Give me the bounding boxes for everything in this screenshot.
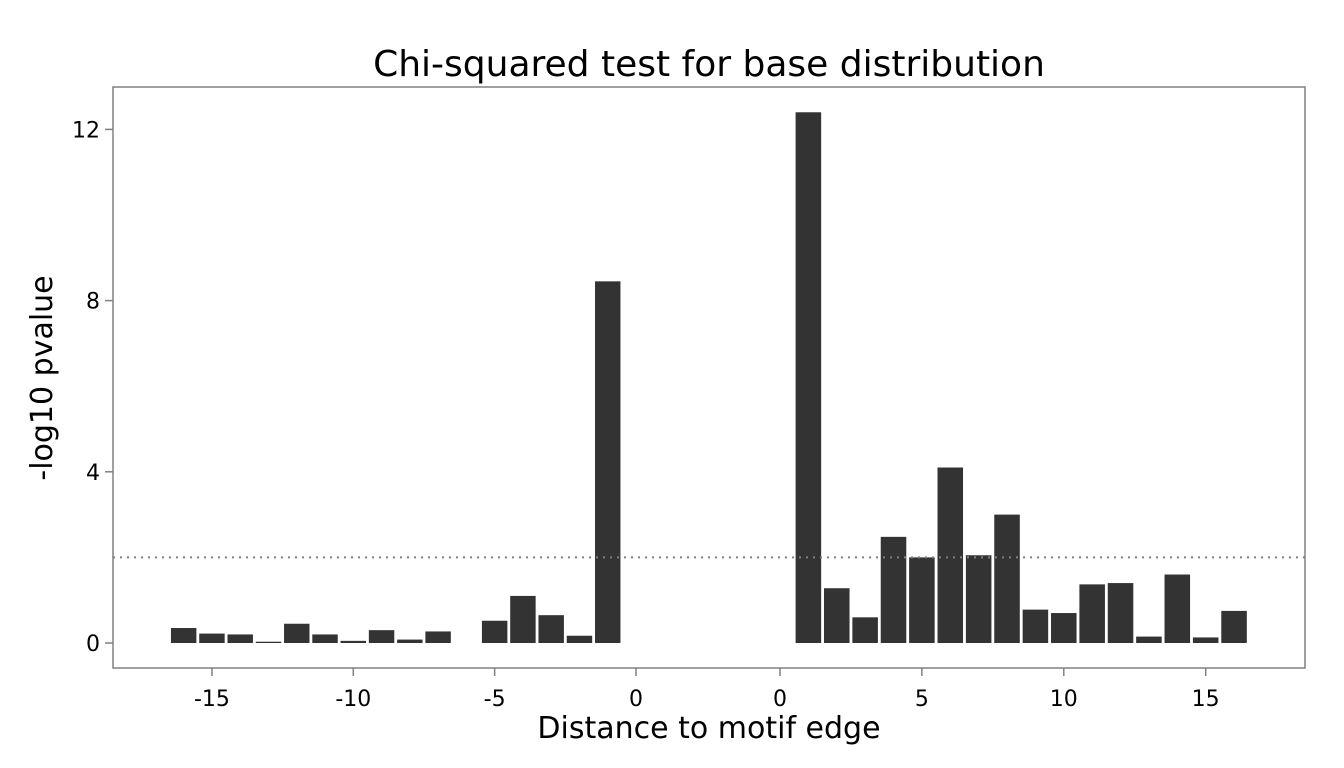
y-axis-title: -log10 pvalue bbox=[25, 275, 60, 480]
bar bbox=[538, 615, 564, 643]
bar bbox=[397, 639, 423, 643]
bar bbox=[965, 555, 992, 643]
bar bbox=[368, 630, 395, 643]
bar bbox=[1022, 609, 1049, 643]
y-tick-label: 12 bbox=[72, 118, 100, 143]
chart-title: Chi-squared test for base distribution bbox=[373, 44, 1045, 85]
bar bbox=[170, 628, 197, 643]
x-tick-label: 0 bbox=[629, 687, 643, 712]
x-tick-label: -15 bbox=[194, 687, 230, 712]
bar bbox=[227, 634, 253, 643]
y-tick-label: 8 bbox=[86, 290, 100, 315]
x-tick-label: 15 bbox=[1192, 687, 1220, 712]
bar bbox=[1221, 610, 1247, 643]
y-tick-label: 0 bbox=[86, 632, 100, 657]
bar bbox=[481, 620, 508, 643]
bars bbox=[170, 112, 1247, 643]
bar bbox=[994, 514, 1020, 643]
bar bbox=[880, 536, 907, 643]
bar bbox=[1136, 636, 1162, 643]
bar bbox=[199, 633, 225, 643]
bar bbox=[566, 635, 593, 643]
plot-panel bbox=[112, 86, 1306, 669]
x-tick-label: 0 bbox=[773, 687, 787, 712]
bar bbox=[340, 640, 367, 643]
bar bbox=[795, 112, 822, 643]
bar bbox=[425, 631, 451, 643]
bar bbox=[1164, 574, 1191, 643]
x-axis-title: Distance to motif edge bbox=[537, 711, 880, 746]
bar bbox=[1051, 613, 1077, 643]
bar bbox=[852, 617, 878, 643]
bar bbox=[1192, 637, 1219, 643]
bar bbox=[1107, 583, 1134, 643]
bar bbox=[284, 623, 310, 643]
x-tick-label: -5 bbox=[484, 687, 506, 712]
x-axis: -15 -10 -5 0 0 5 10 15 bbox=[194, 668, 1220, 712]
bar bbox=[595, 281, 621, 643]
bar bbox=[909, 557, 935, 643]
bar bbox=[510, 595, 536, 643]
x-tick-label: 10 bbox=[1050, 687, 1078, 712]
x-tick-label: -10 bbox=[335, 687, 371, 712]
bar bbox=[312, 634, 338, 643]
bar bbox=[255, 641, 282, 643]
x-tick-label: 5 bbox=[915, 687, 929, 712]
bar bbox=[937, 467, 964, 643]
y-axis: 0 4 8 12 bbox=[72, 118, 113, 657]
bar bbox=[1079, 584, 1105, 643]
bar bbox=[823, 588, 850, 643]
y-tick-label: 4 bbox=[86, 461, 100, 486]
